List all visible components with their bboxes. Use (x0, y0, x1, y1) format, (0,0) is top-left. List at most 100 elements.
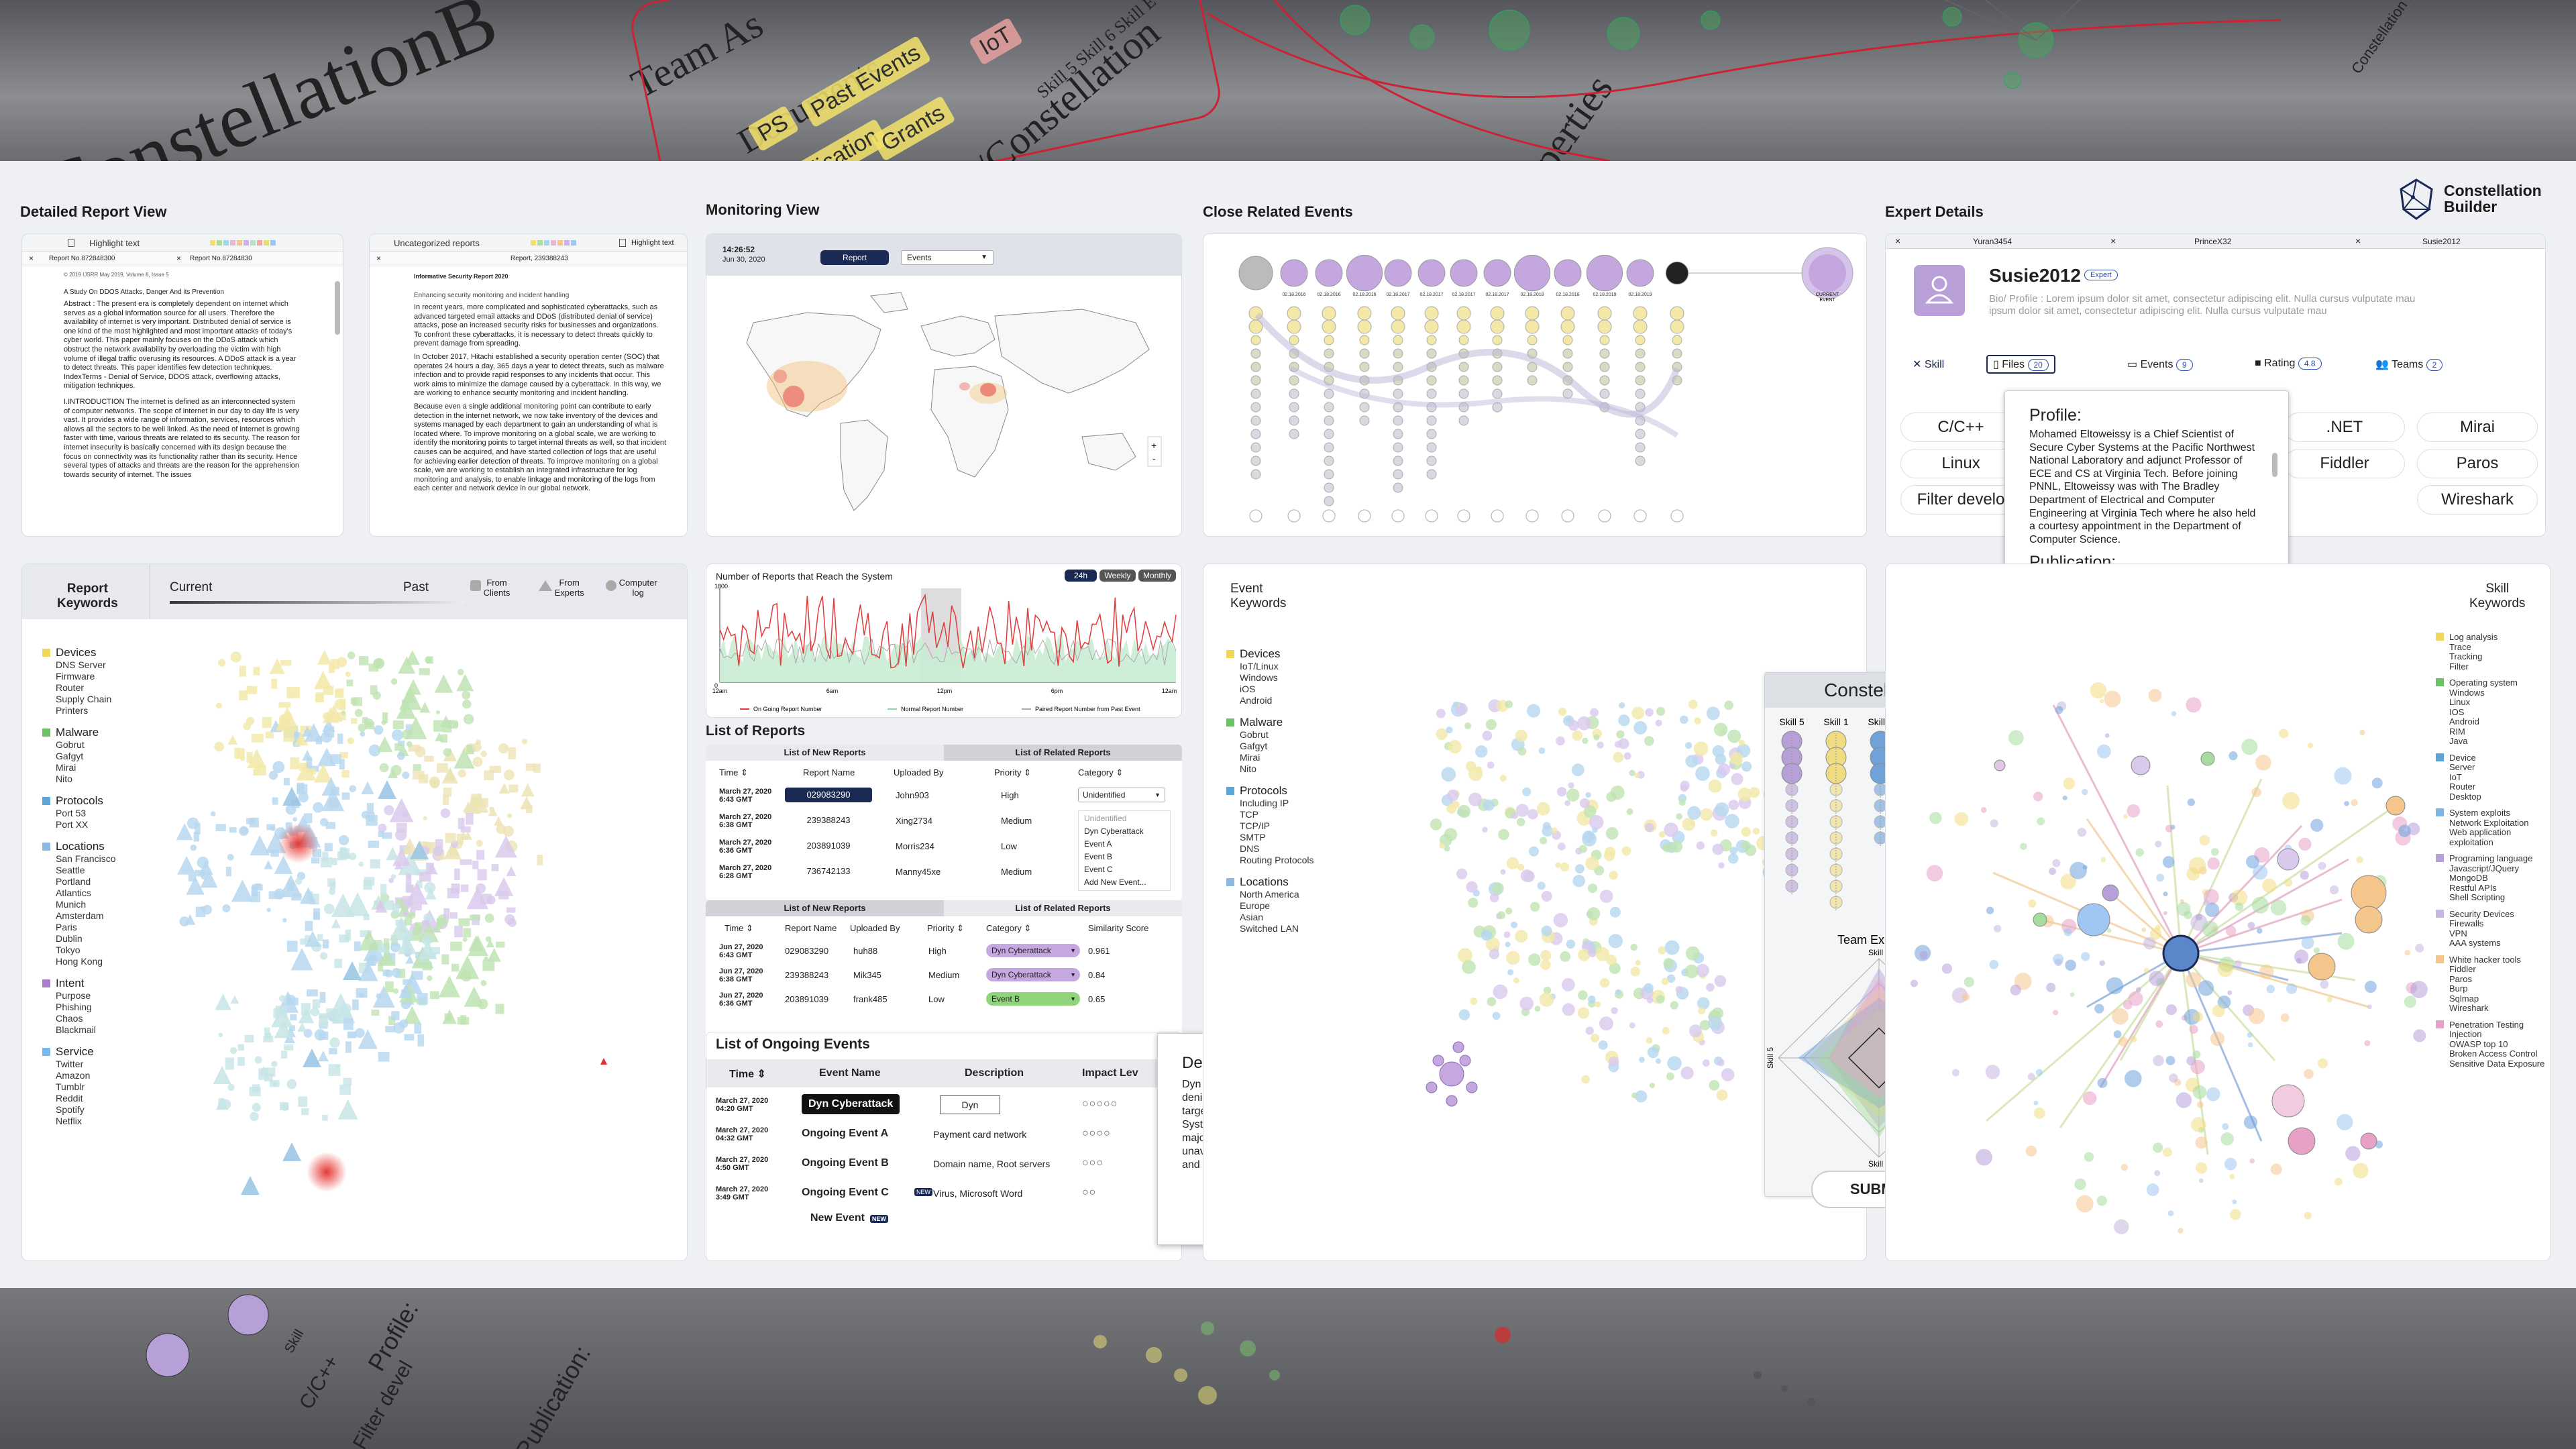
highlight-color-swatches[interactable] (210, 240, 276, 246)
ongoing-events-panel[interactable]: List of Ongoing Events Time ⇕ Event Name D… (706, 1032, 1182, 1261)
event-keyword-node[interactable] (1289, 402, 1299, 413)
report-mark-log[interactable] (409, 912, 416, 919)
keyword-item[interactable]: Java (2436, 736, 2550, 747)
report-mark-expert[interactable] (447, 844, 460, 857)
keyword-item[interactable]: DNS (1226, 843, 1334, 855)
event-keyword-dot[interactable] (1578, 845, 1587, 853)
report-mark-client[interactable] (382, 900, 394, 910)
report-mark-client[interactable] (443, 720, 452, 733)
events-dropdown[interactable]: Events ▼ (901, 250, 994, 265)
event-keyword-node[interactable] (1324, 415, 1334, 426)
report-mark-client[interactable] (368, 812, 375, 822)
event-keyword-dot[interactable] (1482, 826, 1488, 833)
report-mark-log[interactable] (239, 826, 249, 837)
report-mark-expert[interactable] (298, 1007, 315, 1024)
event-keyword-dot[interactable] (1618, 714, 1630, 727)
report-mark-client[interactable] (283, 730, 294, 742)
keyword-item[interactable]: Router (2436, 782, 2550, 792)
report-mark-client[interactable] (311, 857, 320, 864)
event-keyword-dot[interactable] (1458, 948, 1472, 963)
skill-node[interactable] (2171, 711, 2177, 716)
category-tag[interactable]: Dyn Cyberattack ▼ (986, 944, 1080, 957)
report-mark-log[interactable] (453, 720, 459, 726)
event-keyword-node[interactable] (1492, 362, 1503, 372)
report-mark-client[interactable] (239, 665, 246, 677)
report-mark-log[interactable] (384, 805, 394, 816)
keyword-item[interactable]: Seattle (42, 865, 150, 876)
report-mark-log[interactable] (368, 744, 381, 757)
keyword-item[interactable]: Port 53 (42, 808, 150, 819)
event-keyword-dot[interactable] (1629, 1022, 1635, 1029)
report-mark-log[interactable] (388, 877, 394, 883)
report-mark-client[interactable] (421, 920, 429, 927)
table-row[interactable]: Jun 27, 2020 6:43 GMT 029083290 huh88 High D… (706, 941, 1182, 965)
report-mark-client[interactable] (457, 1017, 470, 1025)
report-mark-client[interactable] (414, 1023, 422, 1034)
report-mark-client[interactable] (346, 680, 354, 687)
event-keyword-node[interactable] (1456, 306, 1471, 321)
report-mark-client[interactable] (433, 720, 444, 732)
report-mark-expert[interactable] (375, 939, 388, 953)
event-keyword-dot[interactable] (1482, 731, 1493, 741)
event-keyword-dot[interactable] (1688, 819, 1695, 826)
report-mark-client[interactable] (380, 883, 387, 896)
skill-node[interactable] (2345, 1146, 2361, 1161)
event-keyword-dot[interactable] (1452, 701, 1459, 708)
skill-node[interactable] (2176, 1092, 2192, 1108)
report-mark-expert[interactable] (462, 801, 474, 812)
event-keyword-dot[interactable] (1574, 864, 1585, 874)
event-keyword-dot[interactable] (1470, 998, 1478, 1006)
keyword-item[interactable]: Trace (2436, 642, 2550, 653)
report-mark-client[interactable] (262, 716, 272, 729)
event-keyword-node[interactable] (1562, 335, 1573, 345)
event-timeline-graph[interactable]: 02.18.2016 02.18.2016 02.18.2016 02.18.2017… (1203, 234, 1867, 537)
report-tab[interactable]: Report, 239388243 (511, 255, 568, 262)
report-mark-expert[interactable] (241, 1176, 260, 1195)
event-keyword-dot[interactable] (1717, 763, 1731, 776)
report-mark-log[interactable] (484, 913, 494, 923)
event-keyword-dot[interactable] (1724, 700, 1733, 710)
keyword-item[interactable]: Tokyo (42, 945, 150, 956)
event-keyword-dot[interactable] (1487, 997, 1497, 1007)
report-mark-log[interactable] (358, 861, 364, 867)
report-mark-log[interactable] (347, 651, 356, 659)
keyword-item[interactable]: Nito (42, 773, 150, 785)
event-keyword-dot[interactable] (1675, 985, 1683, 994)
event-keyword-dot[interactable] (1655, 719, 1662, 727)
event-keyword-node[interactable] (1287, 319, 1301, 334)
event-keyword-dot[interactable] (1684, 964, 1699, 979)
event-keyword-node[interactable] (1633, 306, 1648, 321)
report-mark-client[interactable] (525, 763, 536, 771)
keyword-item[interactable]: Web application exploitation (2436, 827, 2550, 847)
scrollbar[interactable] (2272, 453, 2277, 477)
report-mark-log[interactable] (319, 952, 328, 960)
report-mark-log[interactable] (427, 975, 433, 981)
report-mark-client[interactable] (368, 841, 380, 848)
report-mark-client[interactable] (343, 1077, 352, 1086)
event-keyword-node[interactable] (1633, 319, 1648, 334)
keyword-item[interactable]: White hacker tools (2436, 955, 2550, 965)
skill-node[interactable] (2121, 1163, 2129, 1171)
skill-node[interactable] (2243, 1115, 2258, 1130)
report-mark-log[interactable] (367, 955, 378, 966)
keyword-item[interactable]: Routing Protocols (1226, 855, 1334, 866)
report-mark-client[interactable] (246, 686, 258, 694)
skill-node[interactable] (2247, 922, 2255, 929)
event-keyword-node[interactable] (1359, 388, 1370, 399)
report-mark-log[interactable] (484, 956, 489, 961)
keyword-item[interactable]: Restful APIs (2436, 883, 2550, 894)
report-mark-expert[interactable] (250, 835, 270, 856)
event-keyword-dot[interactable] (1528, 953, 1541, 966)
skill-node[interactable] (2259, 964, 2274, 979)
report-mark-log[interactable] (443, 748, 451, 757)
report-mark-log[interactable] (323, 904, 335, 914)
event-keyword-node[interactable] (1635, 455, 1646, 466)
event-keyword-dot[interactable] (1592, 826, 1598, 833)
report-mark-client[interactable] (471, 794, 482, 803)
event-keyword-dot[interactable] (1493, 984, 1508, 1000)
skill-node[interactable] (2270, 1163, 2282, 1175)
skill-node[interactable] (2062, 795, 2068, 801)
event-node[interactable] (1665, 261, 1689, 285)
event-keyword-dot[interactable] (1527, 808, 1538, 820)
event-keyword-dot[interactable] (1444, 828, 1458, 841)
